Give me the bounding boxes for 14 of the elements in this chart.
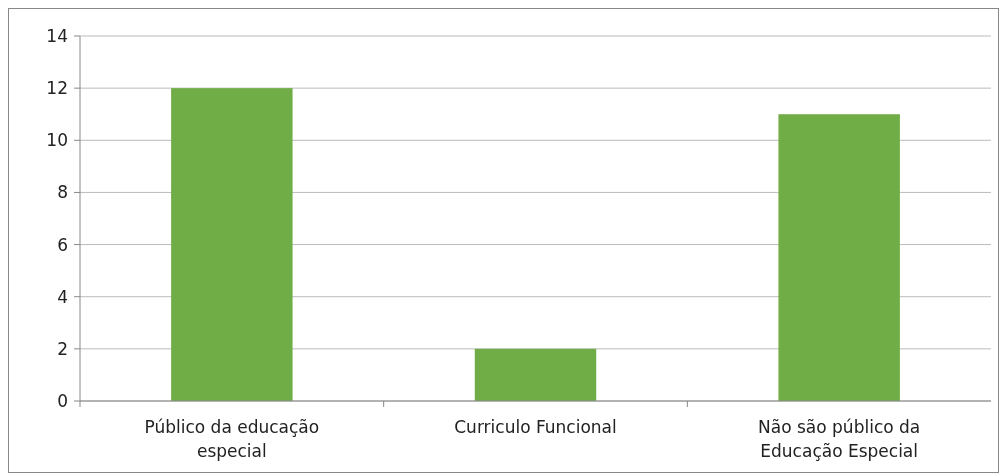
y-tick-label: 12 — [46, 78, 68, 99]
y-tick-label: 10 — [46, 130, 68, 151]
x-tick-label: Não são público da Educação Especial — [758, 417, 921, 461]
x-tick-label: Curriculo Funcional — [454, 417, 617, 437]
bar — [474, 348, 597, 401]
y-tick-label: 4 — [57, 286, 68, 307]
y-tick-label: 14 — [46, 25, 68, 46]
y-tick-label: 2 — [57, 338, 68, 359]
bar — [171, 88, 293, 401]
y-tick-label: 8 — [57, 182, 68, 203]
bar — [778, 114, 900, 401]
y-tick-label: 0 — [57, 390, 68, 411]
x-tick-label: Público da educação especial — [144, 417, 320, 461]
y-tick-label: 6 — [57, 234, 68, 255]
